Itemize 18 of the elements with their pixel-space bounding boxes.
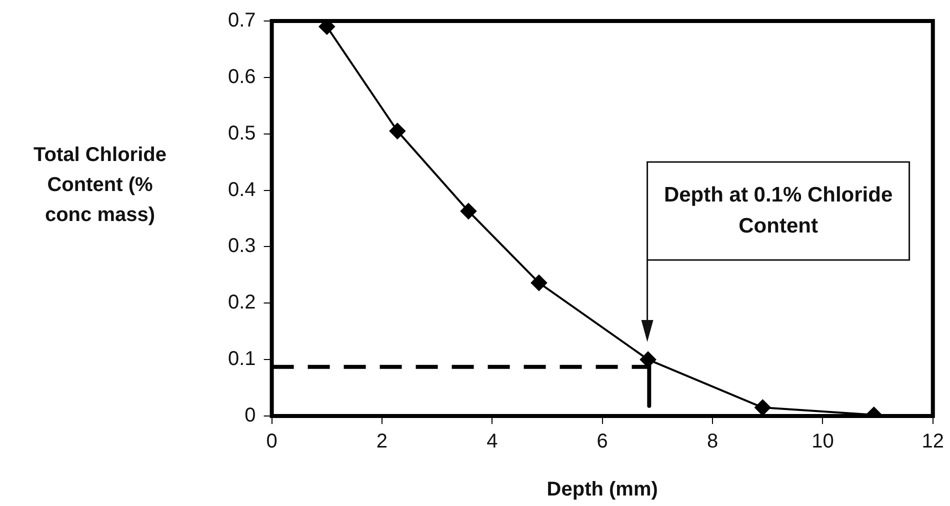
y-tick-label: 0.4	[228, 178, 256, 201]
x-tick-label: 8	[706, 430, 718, 453]
y-axis-title: Total Chloride Content (% conc mass)	[32, 143, 168, 228]
y-tick-label: 0.3	[228, 235, 256, 258]
y-tick-label: 0.5	[228, 122, 256, 144]
y-tick-label: 0.1	[228, 348, 256, 370]
y-tick-label: 0.2	[228, 292, 256, 314]
x-tick-label: 10	[812, 430, 834, 453]
x-tick-label: 4	[486, 430, 498, 453]
y-tick-label: 0.6	[228, 66, 256, 88]
y-tick-label: 0	[244, 404, 256, 427]
x-tick-label: 6	[596, 430, 608, 453]
x-tick-label: 2	[376, 430, 388, 453]
y-tick-label: 0.7	[228, 10, 256, 32]
annotation: Depth at 0.1% Chloride Content	[664, 183, 893, 238]
x-axis-title: Depth (mm)	[546, 478, 658, 501]
x-tick-label: 0	[266, 430, 278, 453]
x-tick-label: 12	[922, 430, 944, 453]
